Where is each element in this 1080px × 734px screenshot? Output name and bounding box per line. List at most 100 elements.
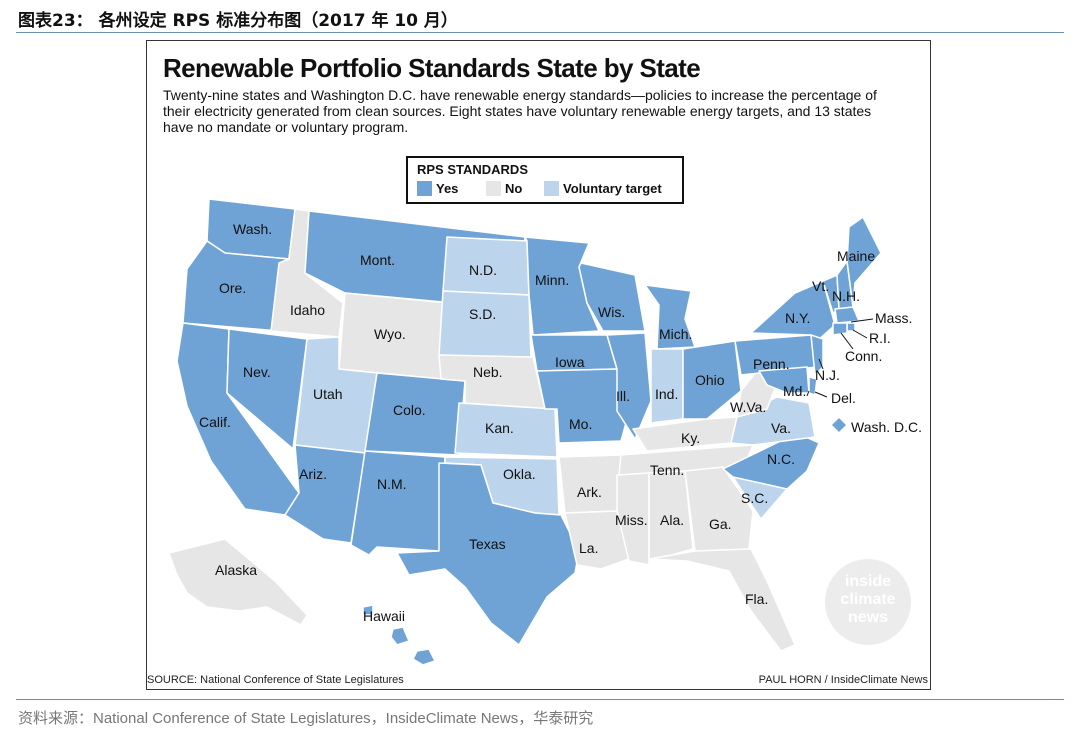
- state-label-neb: Neb.: [473, 364, 503, 380]
- state-mass: [834, 306, 860, 324]
- state-r-i: [846, 322, 856, 332]
- state-label-s-d: S.D.: [469, 306, 496, 322]
- state-label-n-j: N.J.: [815, 367, 840, 383]
- report-title: 图表23： 各州设定 RPS 标准分布图（2017 年 10 月）: [18, 11, 458, 31]
- state-label-n-m: N.M.: [377, 476, 407, 492]
- state-label-del: Del.: [831, 390, 856, 406]
- state-minn: [524, 236, 600, 336]
- state-wis: [578, 262, 646, 332]
- state-label-ark: Ark.: [577, 484, 602, 500]
- state-label-mont: Mont.: [360, 252, 395, 268]
- state-label-calif: Calif.: [199, 414, 231, 430]
- state-label-ala: Ala.: [660, 512, 684, 528]
- state-label-w-va: W.Va.: [730, 399, 766, 415]
- state-label-okla: Okla.: [503, 466, 536, 482]
- state-fla: [648, 548, 796, 652]
- legend-label-voluntary: Voluntary target: [563, 181, 662, 196]
- us-map: Wash. Ore. Calif. Idaho Nev. Mont. Wyo. Utah Ari…: [168, 198, 922, 666]
- leader-line-mass: [850, 318, 874, 323]
- leader-line-ri: [852, 329, 868, 339]
- state-label-utah: Utah: [313, 386, 343, 402]
- state-label-ariz: Ariz.: [299, 466, 327, 482]
- state-conn: [832, 322, 848, 336]
- state-label-mich: Mich.: [659, 326, 692, 342]
- state-alaska: [168, 538, 308, 626]
- leader-line-conn: [840, 332, 854, 350]
- legend-swatch-yes: [417, 181, 432, 196]
- leader-line-md: [806, 390, 810, 397]
- state-label-md: Md.: [783, 383, 806, 399]
- state-label-nev: Nev.: [243, 364, 271, 380]
- legend-title: RPS STANDARDS: [417, 162, 528, 177]
- state-label-mass: Mass.: [875, 310, 912, 326]
- state-s-d: [438, 290, 532, 360]
- state-label-ore: Ore.: [219, 280, 246, 296]
- legend: RPS STANDARDS Yes No Voluntary target: [406, 156, 684, 204]
- state-colo: [364, 372, 466, 456]
- state-label-iowa: Iowa: [555, 354, 585, 370]
- state-label-wash-d-c: Wash. D.C.: [851, 419, 922, 435]
- bottom-divider: [16, 699, 1064, 700]
- state-label-kan: Kan.: [485, 420, 514, 436]
- legend-label-yes: Yes: [436, 181, 459, 196]
- state-ga: [684, 466, 754, 552]
- state-label-va: Va.: [771, 420, 791, 436]
- state-label-fla: Fla.: [745, 591, 768, 607]
- state-va: [730, 396, 816, 446]
- state-nev: [226, 328, 308, 450]
- map-credit: PAUL HORN / InsideClimate News: [758, 674, 928, 686]
- state-label-ind: Ind.: [655, 386, 678, 402]
- state-label-conn: Conn.: [845, 348, 882, 364]
- legend-label-no: No: [505, 181, 523, 196]
- state-texas: [396, 462, 580, 646]
- state-label-s-c: S.C.: [741, 490, 768, 506]
- state-la: [564, 510, 630, 570]
- state-md: [758, 366, 810, 394]
- state-label-vt: Vt.: [812, 278, 829, 294]
- state-label-n-h: N.H.: [832, 288, 860, 304]
- state-label-alaska: Alaska: [215, 562, 257, 578]
- legend-swatch-no: [486, 181, 501, 196]
- map-figure: Renewable Portfolio Standards State by S…: [146, 40, 931, 690]
- leader-line-nj: [818, 358, 824, 370]
- state-label-n-y: N.Y.: [785, 310, 810, 326]
- state-hawaii: [362, 604, 436, 666]
- state-label-minn: Minn.: [535, 272, 569, 288]
- state-label-wash: Wash.: [233, 221, 272, 237]
- source-line: 资料来源：National Conference of State Legisl…: [18, 710, 594, 727]
- state-miss: [616, 472, 650, 566]
- state-label-wyo: Wyo.: [374, 326, 406, 342]
- state-label-mo: Mo.: [569, 416, 592, 432]
- watermark-text-climate: climate: [840, 591, 896, 608]
- top-divider: [16, 32, 1064, 33]
- state-label-tenn: Tenn.: [650, 462, 684, 478]
- state-label-colo: Colo.: [393, 402, 426, 418]
- state-kan: [454, 402, 558, 458]
- state-label-wis: Wis.: [598, 304, 625, 320]
- state-label-ohio: Ohio: [695, 372, 725, 388]
- state-label-miss: Miss.: [615, 512, 648, 528]
- map-subtitle: Twenty-nine states and Washington D.C. h…: [163, 87, 877, 135]
- state-wash-d-c: [830, 416, 848, 434]
- state-label-n-d: N.D.: [469, 262, 497, 278]
- state-ohio: [682, 340, 742, 420]
- state-label-ky: Ky.: [681, 430, 700, 446]
- watermark-text-news: news: [847, 609, 888, 626]
- state-n-j: [810, 334, 824, 376]
- state-label-r-i: R.I.: [869, 330, 891, 346]
- state-label-texas: Texas: [469, 536, 506, 552]
- legend-swatch-voluntary: [544, 181, 559, 196]
- state-label-ill: Ill.: [616, 388, 630, 404]
- map-title: Renewable Portfolio Standards State by S…: [163, 53, 701, 83]
- state-label-n-c: N.C.: [767, 451, 795, 467]
- state-label-ga: Ga.: [709, 516, 732, 532]
- state-label-penn: Penn.: [753, 356, 790, 372]
- state-label-la: La.: [579, 540, 598, 556]
- watermark-logo: inside climate news: [825, 559, 911, 645]
- state-label-idaho: Idaho: [290, 302, 325, 318]
- leader-line-del: [814, 391, 828, 398]
- state-label-hawaii: Hawaii: [363, 608, 405, 624]
- watermark-text-inside: inside: [844, 573, 892, 590]
- state-n-m: [350, 450, 446, 556]
- map-source: SOURCE: National Conference of State Leg…: [147, 674, 404, 686]
